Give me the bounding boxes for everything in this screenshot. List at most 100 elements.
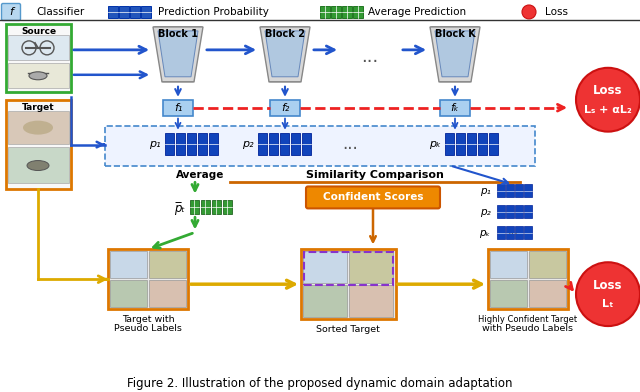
Text: p₂: p₂ bbox=[242, 139, 254, 149]
Text: Target with: Target with bbox=[122, 315, 174, 323]
Bar bbox=[529, 251, 566, 278]
Bar bbox=[353, 6, 363, 18]
Text: Source: Source bbox=[21, 27, 56, 36]
Bar bbox=[8, 35, 69, 60]
Polygon shape bbox=[154, 27, 202, 82]
Bar bbox=[303, 285, 347, 317]
Bar bbox=[490, 251, 527, 278]
Text: Prediction Probability: Prediction Probability bbox=[158, 7, 269, 17]
Text: p̅ₜ: p̅ₜ bbox=[175, 202, 186, 215]
Bar bbox=[445, 132, 454, 154]
Bar bbox=[8, 147, 69, 183]
Bar bbox=[320, 6, 330, 18]
Text: Confident Scores: Confident Scores bbox=[323, 192, 423, 202]
Bar bbox=[6, 100, 71, 189]
Bar bbox=[497, 185, 505, 198]
Bar bbox=[8, 63, 69, 88]
Bar bbox=[119, 6, 129, 18]
Text: Similarity Comparison: Similarity Comparison bbox=[306, 169, 444, 180]
Bar bbox=[105, 126, 535, 165]
Bar bbox=[515, 185, 523, 198]
Text: Figure 2. Illustration of the proposed dynamic domain adaptation: Figure 2. Illustration of the proposed d… bbox=[127, 377, 513, 390]
Bar bbox=[303, 251, 347, 283]
Bar bbox=[280, 132, 289, 154]
Text: pₖ: pₖ bbox=[429, 139, 441, 149]
Bar bbox=[108, 6, 118, 18]
Bar bbox=[291, 132, 300, 154]
Text: ...: ... bbox=[342, 134, 358, 152]
Bar bbox=[8, 111, 69, 143]
Polygon shape bbox=[155, 27, 201, 82]
Text: Block 1: Block 1 bbox=[158, 29, 198, 39]
Polygon shape bbox=[261, 27, 309, 82]
Bar bbox=[506, 185, 514, 198]
Text: p₂: p₂ bbox=[479, 207, 490, 218]
Text: f₂: f₂ bbox=[281, 103, 289, 113]
Text: Average Prediction: Average Prediction bbox=[368, 7, 466, 17]
Bar bbox=[506, 205, 514, 218]
Bar bbox=[176, 132, 185, 154]
Bar bbox=[456, 132, 465, 154]
Bar bbox=[110, 280, 147, 307]
Bar bbox=[489, 132, 498, 154]
Bar bbox=[302, 132, 311, 154]
Bar bbox=[6, 24, 71, 92]
Bar bbox=[342, 6, 352, 18]
Polygon shape bbox=[265, 31, 305, 77]
Bar bbox=[141, 6, 151, 18]
FancyBboxPatch shape bbox=[306, 187, 440, 209]
Text: p₁: p₁ bbox=[479, 187, 490, 196]
Ellipse shape bbox=[23, 121, 53, 134]
Circle shape bbox=[576, 68, 640, 132]
Bar bbox=[304, 252, 393, 285]
Ellipse shape bbox=[27, 161, 49, 171]
Bar bbox=[515, 226, 523, 240]
Text: Loss: Loss bbox=[593, 84, 623, 97]
Bar bbox=[440, 100, 470, 116]
Text: Lₜ: Lₜ bbox=[602, 299, 614, 309]
Bar bbox=[301, 249, 396, 319]
Bar bbox=[467, 132, 476, 154]
Text: Classifier: Classifier bbox=[36, 7, 84, 17]
Bar bbox=[524, 185, 532, 198]
Polygon shape bbox=[431, 27, 479, 82]
Polygon shape bbox=[153, 27, 203, 82]
Bar bbox=[270, 100, 300, 116]
Text: Block K: Block K bbox=[435, 29, 476, 39]
Bar bbox=[258, 132, 267, 154]
Text: Loss: Loss bbox=[545, 7, 568, 17]
Bar bbox=[130, 6, 140, 18]
Text: Highly Confident Target: Highly Confident Target bbox=[479, 315, 577, 323]
Polygon shape bbox=[262, 27, 308, 82]
Bar bbox=[108, 249, 188, 309]
Circle shape bbox=[522, 5, 536, 19]
Bar bbox=[331, 6, 341, 18]
Polygon shape bbox=[435, 31, 475, 77]
Circle shape bbox=[576, 262, 640, 326]
Text: Average: Average bbox=[176, 169, 224, 180]
Bar bbox=[165, 132, 174, 154]
Bar bbox=[163, 100, 193, 116]
Text: pₖ: pₖ bbox=[479, 228, 490, 238]
Text: fₖ: fₖ bbox=[451, 103, 460, 113]
Text: f: f bbox=[9, 7, 13, 17]
Bar bbox=[490, 280, 527, 307]
Bar bbox=[212, 200, 221, 214]
Bar bbox=[201, 200, 210, 214]
Bar bbox=[488, 249, 568, 309]
Bar bbox=[187, 132, 196, 154]
Text: ...: ... bbox=[362, 48, 379, 66]
Text: f₁: f₁ bbox=[174, 103, 182, 113]
Text: Pseudo Labels: Pseudo Labels bbox=[114, 323, 182, 332]
Bar bbox=[515, 205, 523, 218]
Bar bbox=[349, 251, 393, 283]
Text: Block 2: Block 2 bbox=[265, 29, 305, 39]
Bar bbox=[349, 285, 393, 317]
Polygon shape bbox=[432, 27, 478, 82]
Text: ...: ... bbox=[508, 226, 518, 236]
Bar bbox=[198, 132, 207, 154]
Text: Loss: Loss bbox=[593, 279, 623, 292]
Polygon shape bbox=[260, 27, 310, 82]
Text: Target: Target bbox=[22, 103, 55, 112]
Bar bbox=[524, 205, 532, 218]
